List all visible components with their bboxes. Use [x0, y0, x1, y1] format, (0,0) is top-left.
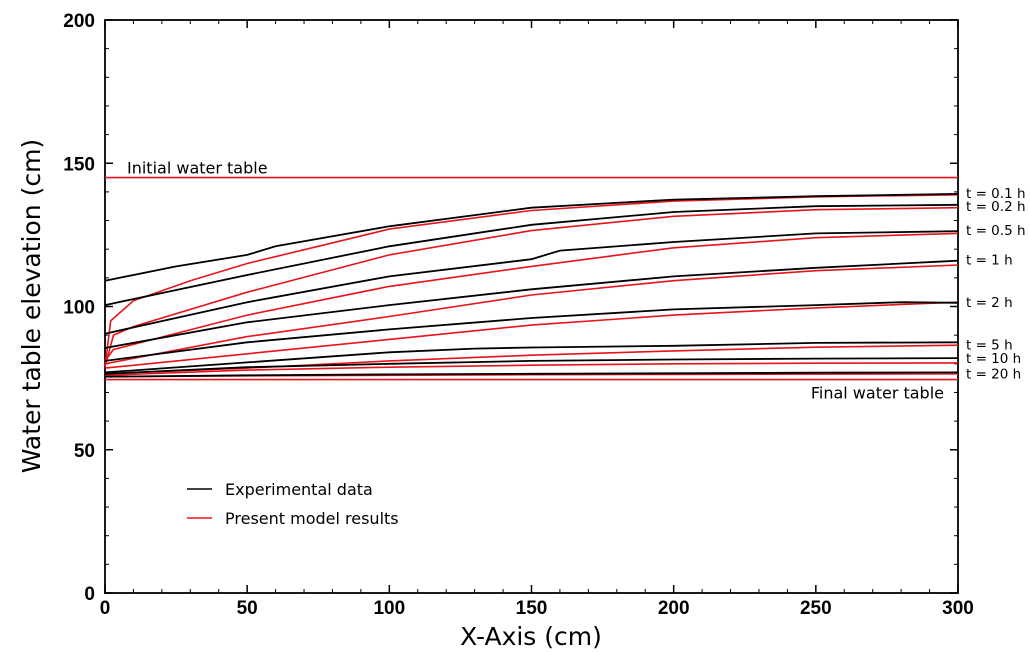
experimental-curve: [104, 341, 959, 374]
series-labels: t = 0.1 ht = 0.2 h t = 0.5 h t = 1 h t = 2 …: [966, 186, 1026, 382]
experimental-curve: [104, 371, 959, 378]
x-axis-title: X-Axis (cm): [460, 622, 602, 651]
model-curve: [104, 362, 959, 377]
y-tick-label: 0: [84, 584, 95, 605]
series-label: t = 0.5 h: [966, 223, 1026, 239]
legend: Experimental data Present model results: [187, 480, 399, 528]
x-tick-label: 250: [800, 598, 832, 619]
experimental-curve: [104, 230, 959, 335]
experimental-curve: [104, 357, 959, 375]
y-axis-title: Water table elevation (cm): [17, 139, 46, 473]
model-curve: [104, 206, 959, 367]
model-curve: [104, 301, 959, 369]
model-curve: [104, 264, 959, 365]
initial-water-table-label: Initial water table: [127, 159, 268, 178]
plot-frame: [104, 19, 959, 594]
initial-water-table: Initial water table: [105, 159, 958, 179]
axis-ticks: 0 50 100 150 200 250 300 0 50 100 150 200: [63, 11, 974, 619]
x-tick-label: 50: [237, 598, 258, 619]
model-curve: [104, 194, 959, 367]
series-label: t = 0.2 h: [966, 199, 1026, 215]
series-label: t = 0.1 h: [966, 186, 1026, 202]
experimental-curve: [104, 193, 959, 282]
x-tick-label: 300: [942, 598, 974, 619]
x-tick-label: 150: [516, 598, 548, 619]
series-label: t = 1 h: [966, 253, 1013, 269]
x-tick-label: 0: [100, 598, 111, 619]
x-tick-label: 200: [658, 598, 690, 619]
series-label: t = 10 h: [966, 351, 1021, 367]
y-tick-label: 50: [74, 441, 95, 462]
experimental-curve: [104, 301, 959, 362]
legend-label-experimental: Experimental data: [225, 480, 373, 499]
y-tick-label: 200: [63, 11, 95, 32]
series-label: t = 2 h: [966, 295, 1013, 311]
model-curve: [104, 344, 959, 375]
final-water-table: Final water table: [105, 378, 958, 403]
experimental-curve: [104, 259, 959, 349]
curves: [104, 193, 959, 378]
y-tick-label: 100: [63, 298, 95, 319]
final-water-table-label: Final water table: [811, 384, 944, 403]
model-curve: [104, 232, 959, 362]
x-tick-label: 100: [373, 598, 405, 619]
legend-label-model: Present model results: [225, 509, 399, 528]
experimental-curve: [104, 203, 959, 306]
series-label: t = 5 h: [966, 337, 1013, 353]
y-tick-label: 150: [63, 154, 95, 175]
series-label: t = 20 h: [966, 366, 1021, 382]
